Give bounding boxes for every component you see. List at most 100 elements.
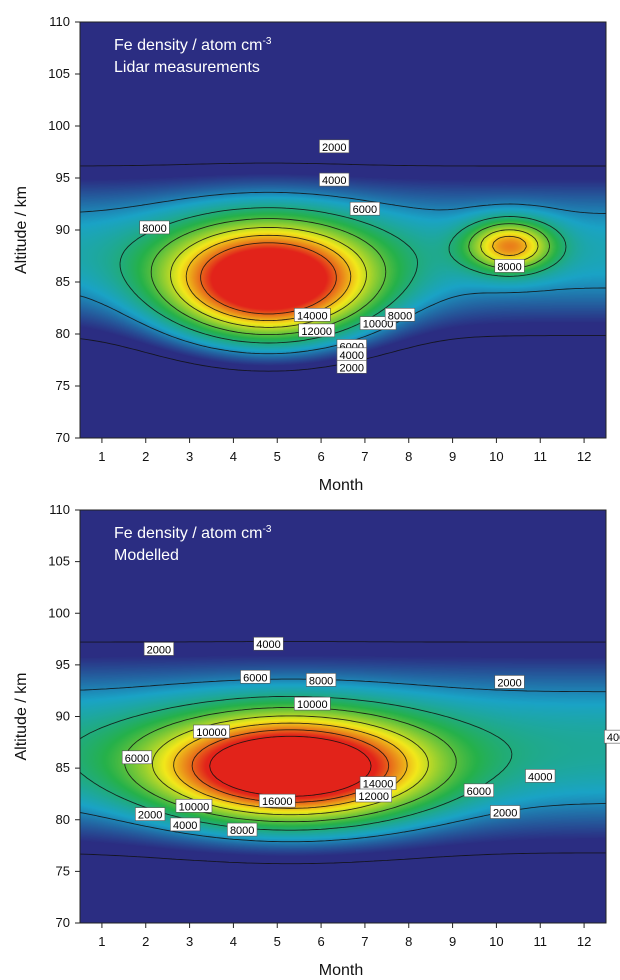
lidar-title-line1: Fe density / atom cm-3: [114, 36, 272, 54]
model-y-tick-label: 90: [56, 709, 70, 724]
lidar-contour-label: 8000: [497, 261, 521, 273]
model-y-tick-label: 100: [48, 605, 70, 620]
lidar-contour-label: 4000: [340, 350, 364, 362]
model-contour-label-box: [240, 669, 271, 684]
model-contour-label-box: [604, 729, 620, 744]
model-contour-label: 10000: [297, 699, 328, 711]
lidar-x-tick-label: 2: [142, 449, 149, 464]
lidar-y-tick-label: 70: [56, 430, 70, 445]
lidar-contour-label-box: [319, 139, 350, 154]
model-x-axis-label: Month: [319, 962, 363, 979]
model-title-line1: Fe density / atom cm-3: [114, 524, 272, 542]
model-density-field: [80, 510, 606, 923]
lidar-contour-label: 2000: [322, 142, 346, 154]
model-x-tick-label: 10: [489, 934, 503, 949]
model-x-tick-label: 5: [274, 934, 281, 949]
model-contour-label: 2000: [147, 644, 171, 656]
lidar-y-tick-label: 75: [56, 378, 70, 393]
lidar-contour-2000: [79, 162, 606, 372]
model-contour-label: 2000: [497, 677, 521, 689]
lidar-y-tick-label: 100: [48, 118, 70, 133]
model-title-line2: Modelled: [114, 547, 179, 564]
model-contour-label: 16000: [262, 796, 293, 808]
lidar-contour-label-box: [139, 220, 170, 235]
lidar-y-tick-label: 110: [49, 14, 70, 29]
model-contour-label: 10000: [179, 801, 210, 813]
model-contour-label-box: [494, 675, 525, 689]
model-x-tick-label: 1: [98, 934, 105, 949]
model-x-tick-label: 11: [534, 934, 548, 949]
model-contour-label: 6000: [243, 672, 267, 684]
model-y-tick-label: 80: [56, 812, 70, 827]
model-contour-10000: [152, 715, 429, 816]
lidar-contour-label: 10000: [363, 319, 394, 331]
model-contour-label: 6000: [467, 786, 491, 798]
model-contour-label-box: [525, 769, 556, 783]
lidar-x-tick-label: 8: [405, 449, 412, 464]
model-y-tick-label: 85: [56, 760, 70, 775]
lidar-contour-label: 2000: [340, 362, 364, 374]
model-contour-label: 8000: [230, 825, 254, 837]
lidar-contour-label: 12000: [301, 326, 332, 338]
model-y-tick-label: 95: [56, 657, 70, 672]
model-x-tick-label: 8: [405, 934, 412, 949]
lidar-contour-12000: [185, 234, 527, 322]
model-x-tick-label: 7: [361, 934, 368, 949]
lidar-contour-label-box: [494, 259, 525, 273]
model-contour-label: 4000: [607, 732, 620, 744]
model-y-tick-label: 110: [49, 502, 70, 517]
lidar-x-tick-label: 4: [230, 449, 237, 464]
lidar-contour-label-box: [298, 323, 336, 338]
model-x-tick-label: 9: [449, 934, 456, 949]
model-contour-label: 14000: [363, 779, 394, 791]
model-y-tick-label: 105: [48, 554, 70, 569]
model-contour-label-box: [490, 805, 521, 819]
lidar-contour-label-box: [294, 307, 331, 322]
lidar-x-axis-label: Month: [319, 477, 363, 494]
lidar-x-tick-label: 9: [449, 449, 456, 464]
model-x-tick-label: 12: [577, 934, 591, 949]
model-x-tick-label: 2: [142, 934, 149, 949]
model-x-tick-label: 3: [186, 934, 193, 949]
model-contour-label-box: [258, 793, 296, 808]
model-contour-label: 4000: [528, 771, 552, 783]
lidar-contour-label: 14000: [297, 310, 328, 322]
lidar-contour-4000: [79, 191, 607, 355]
model-contour-label-box: [253, 636, 284, 651]
model-y-tick-label: 70: [56, 915, 70, 930]
model-contour-label: 6000: [125, 753, 149, 765]
lidar-x-tick-label: 3: [186, 449, 193, 464]
lidar-contour-label-box: [319, 172, 350, 187]
lidar-contour-label: 4000: [322, 175, 346, 187]
model-x-tick-label: 4: [230, 934, 237, 949]
model-contour-label: 8000: [309, 675, 333, 687]
lidar-contour-14000: [200, 242, 337, 315]
model-x-tick-label: 6: [317, 934, 324, 949]
lidar-x-tick-label: 6: [317, 449, 324, 464]
model-y-tick-label: 75: [56, 863, 70, 878]
lidar-contour-label: 6000: [353, 204, 377, 216]
model-contour-label-box: [175, 799, 213, 813]
lidar-contour-label-box: [336, 359, 367, 374]
lidar-x-tick-label: 7: [361, 449, 368, 464]
lidar-contour-label-box: [384, 307, 416, 322]
lidar-title-line2: Lidar measurements: [114, 59, 260, 76]
model-panel: 2000 4000 6000 8000 10000 10000 6000 10000 2000 4…: [13, 502, 620, 979]
model-contour-label-box: [355, 788, 392, 803]
model-contour-label-box: [294, 696, 331, 711]
model-contour-label-box: [305, 673, 337, 687]
lidar-contour-label-box: [349, 201, 381, 216]
lidar-x-tick-label: 5: [274, 449, 281, 464]
model-contour-label: 12000: [358, 791, 389, 803]
model-y-axis-label: Altitude / km: [13, 672, 30, 760]
model-contour-label-box: [135, 807, 166, 821]
model-contour-label-box: [170, 817, 201, 832]
model-contour-label: 4000: [173, 820, 197, 832]
lidar-x-tick-label: 12: [577, 449, 591, 464]
lidar-x-tick-label: 10: [489, 449, 503, 464]
model-contour-label: 10000: [196, 727, 227, 739]
model-contour-label-box: [227, 822, 258, 837]
model-contour-label: 2000: [138, 810, 162, 822]
lidar-y-tick-label: 95: [56, 170, 70, 185]
